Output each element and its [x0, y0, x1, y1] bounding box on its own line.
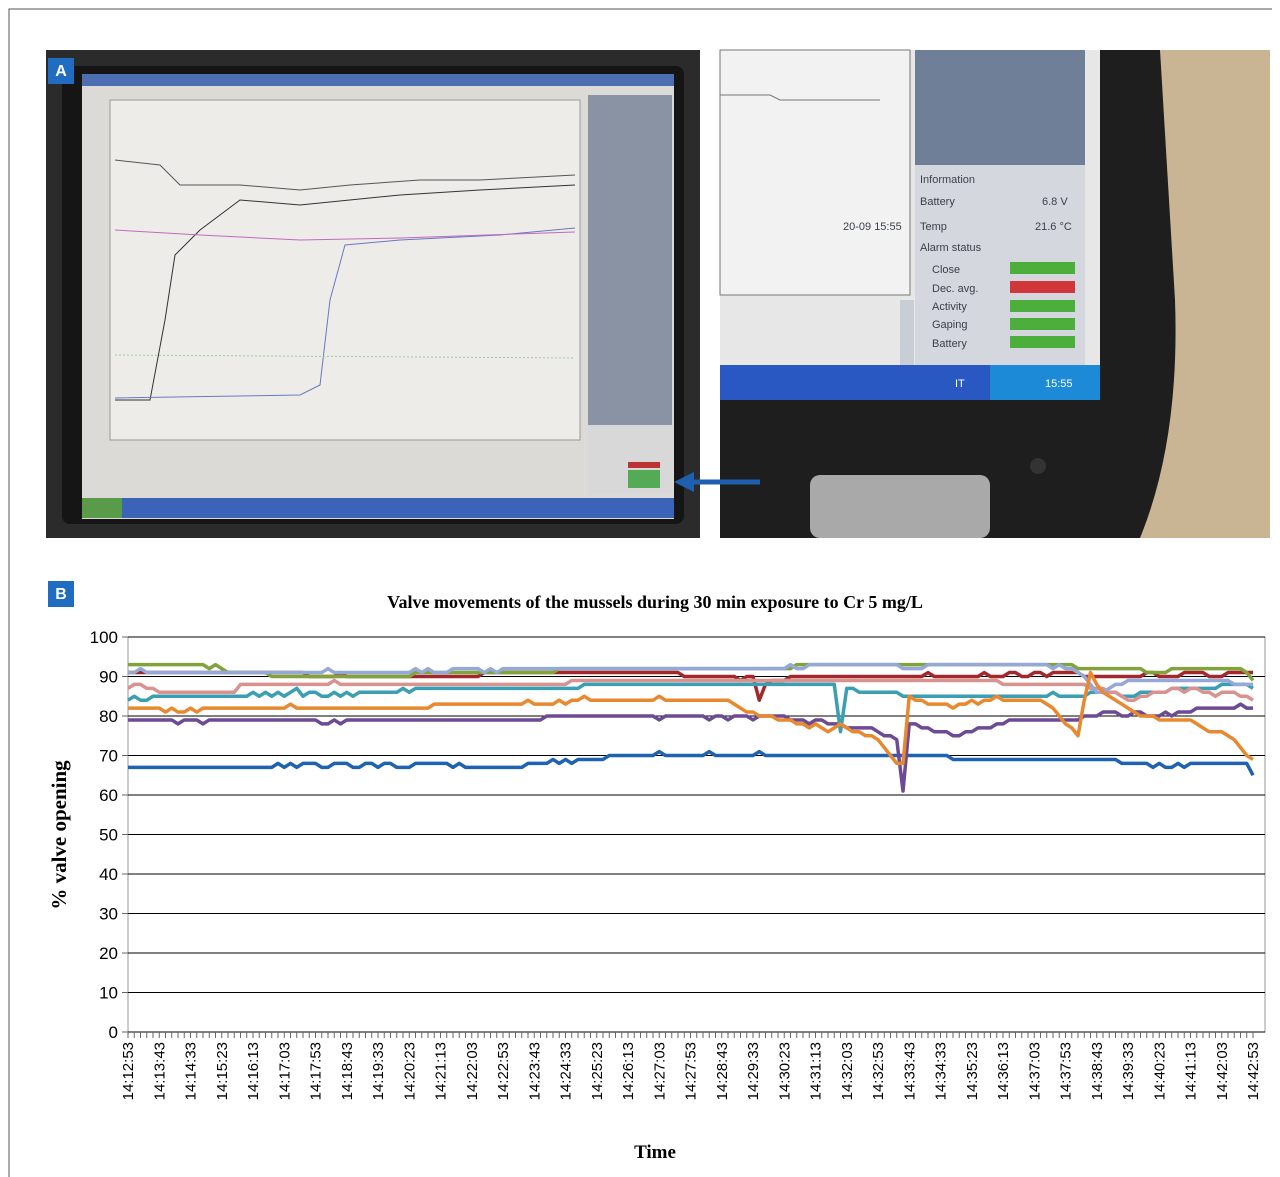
- photo-text: Activity: [932, 301, 967, 313]
- y-tick-label: 10: [99, 984, 118, 1003]
- y-tick-label: 70: [99, 747, 118, 766]
- photo-left: [46, 50, 700, 538]
- x-tick-label: 14:24:33: [558, 1042, 575, 1100]
- x-tick-label: 14:25:23: [589, 1042, 606, 1100]
- x-tick-label: 14:23:43: [526, 1042, 543, 1100]
- x-tick-label: 14:22:53: [495, 1042, 512, 1100]
- x-tick-label: 14:27:53: [683, 1042, 700, 1100]
- x-tick-label: 14:21:13: [433, 1042, 450, 1100]
- x-tick-label: 14:26:13: [620, 1042, 637, 1100]
- screen-side-panel: [915, 50, 1085, 165]
- photo-text: Temp: [920, 221, 947, 233]
- start-button: [82, 498, 122, 518]
- photo-text: Alarm status: [920, 242, 982, 254]
- x-tick-label: 14:37:53: [1058, 1042, 1075, 1100]
- x-tick-label: 14:33:43: [901, 1042, 918, 1100]
- photo-text: 15:55: [1045, 378, 1073, 390]
- y-tick-label: 20: [99, 944, 118, 963]
- x-tick-label: 14:32:53: [870, 1042, 887, 1100]
- figure: Information Battery 6.8 V Temp 21.6 °C A…: [0, 0, 1280, 1177]
- x-tick-label: 14:36:13: [995, 1042, 1012, 1100]
- x-tick-label: 14:35:23: [964, 1042, 981, 1100]
- title-bar: [82, 74, 674, 86]
- series-line: [128, 704, 1253, 791]
- x-tick-label: 14:28:43: [714, 1042, 731, 1100]
- photo-text: 21.6 °C: [1035, 221, 1072, 233]
- screen-chart: [110, 100, 580, 440]
- photo-text: Close: [932, 264, 960, 276]
- photo-text: 6.8 V: [1042, 196, 1068, 208]
- x-tick-label: 14:12:53: [120, 1042, 137, 1100]
- photo-text: Battery: [920, 196, 955, 208]
- sensor: [1030, 458, 1046, 474]
- screen-chart: [720, 50, 910, 295]
- x-tick-label: 14:42:53: [1245, 1042, 1262, 1100]
- x-tick-label: 14:37:03: [1026, 1042, 1043, 1100]
- photo-text: IT: [955, 378, 965, 390]
- x-tick-label: 14:34:33: [933, 1042, 950, 1100]
- x-tick-label: 14:19:33: [370, 1042, 387, 1100]
- status: [628, 462, 660, 468]
- y-tick-label: 80: [99, 707, 118, 726]
- photo-text: Battery: [932, 338, 967, 350]
- x-axis-label: Time: [634, 1142, 676, 1163]
- hinge: [810, 475, 990, 538]
- y-tick-label: 100: [90, 628, 118, 647]
- y-tick-label: 50: [99, 826, 118, 845]
- photo-text: Dec. avg.: [932, 283, 978, 295]
- y-tick-label: 60: [99, 786, 118, 805]
- x-tick-label: 14:15:23: [214, 1042, 231, 1100]
- x-tick-label: 14:17:03: [276, 1042, 293, 1100]
- x-tick-label: 14:22:03: [464, 1042, 481, 1100]
- y-tick-label: 40: [99, 865, 118, 884]
- x-tick-label: 14:41:13: [1183, 1042, 1200, 1100]
- x-tick-label: 14:40:23: [1151, 1042, 1168, 1100]
- photo-text: Gaping: [932, 319, 967, 331]
- x-tick-label: 14:16:13: [245, 1042, 262, 1100]
- x-tick-label: 14:32:03: [839, 1042, 856, 1100]
- y-axis-label: % valve opening: [47, 760, 71, 910]
- x-tick-label: 14:39:33: [1120, 1042, 1137, 1100]
- x-tick-label: 14:38:43: [1089, 1042, 1106, 1100]
- status-activity: [1010, 300, 1075, 312]
- scrollbar: [900, 300, 914, 365]
- x-tick-label: 14:18:43: [339, 1042, 356, 1100]
- x-tick-label: 14:14:33: [183, 1042, 200, 1100]
- panel-label: B: [55, 586, 67, 603]
- status: [628, 470, 660, 488]
- y-tick-label: 0: [109, 1023, 118, 1042]
- x-tick-label: 14:20:23: [401, 1042, 418, 1100]
- x-tick-label: 14:27:03: [651, 1042, 668, 1100]
- taskbar: [82, 498, 674, 518]
- chart-title: Valve movements of the mussels during 30…: [387, 592, 923, 612]
- x-tick-label: 14:13:43: [151, 1042, 168, 1100]
- photo-right: Information Battery 6.8 V Temp 21.6 °C A…: [720, 50, 1270, 538]
- photo-text: 20-09 15:55: [843, 221, 902, 233]
- status-gaping: [1010, 318, 1075, 330]
- x-tick-label: 14:17:53: [308, 1042, 325, 1100]
- screen-side-panel: [588, 95, 672, 425]
- x-tick-label: 14:42:03: [1214, 1042, 1231, 1100]
- y-tick-label: 30: [99, 905, 118, 924]
- photo-text: Information: [920, 174, 975, 186]
- y-tick-label: 90: [99, 668, 118, 687]
- x-tick-label: 14:31:13: [808, 1042, 825, 1100]
- status-dec: [1010, 281, 1075, 293]
- x-tick-label: 14:29:33: [745, 1042, 762, 1100]
- status-battery: [1010, 336, 1075, 348]
- page: Information Battery 6.8 V Temp 21.6 °C A…: [0, 0, 1280, 1177]
- x-tick-label: 14:30:23: [776, 1042, 793, 1100]
- status-close: [1010, 262, 1075, 274]
- panel-label: A: [55, 63, 67, 80]
